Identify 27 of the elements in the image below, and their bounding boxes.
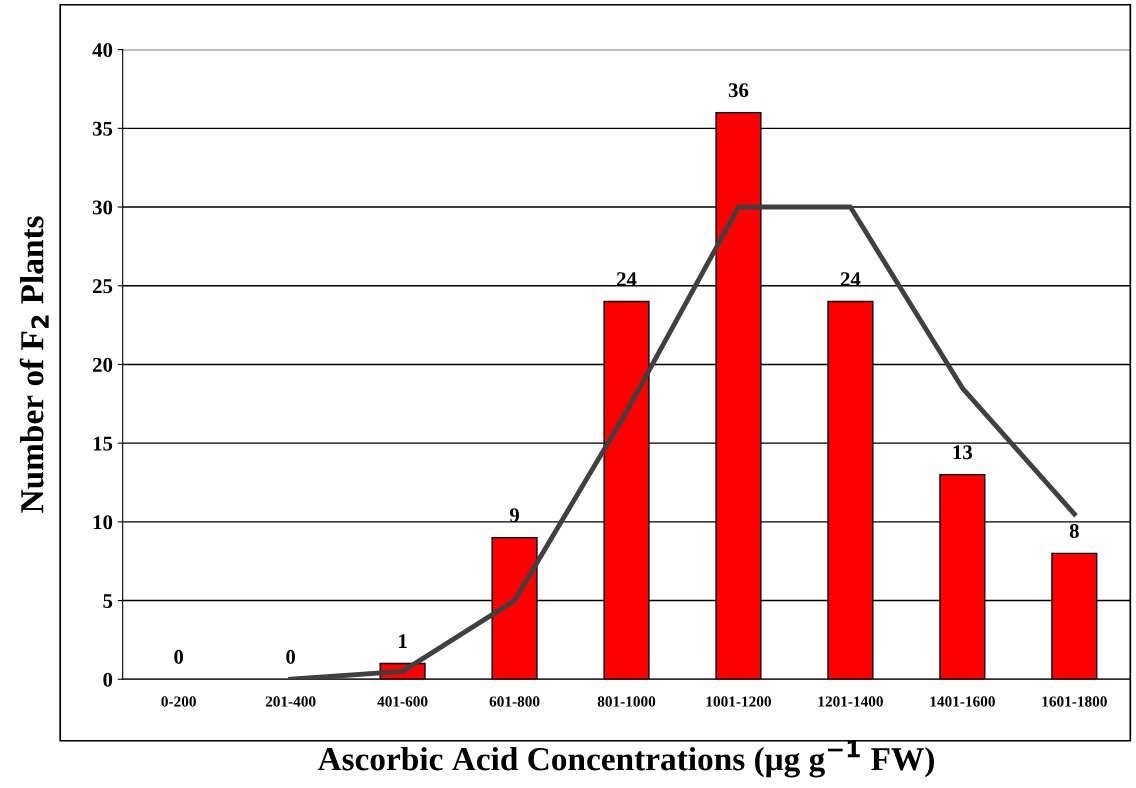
- x-tick-label: 401-600: [377, 696, 428, 707]
- y-tick-label: 10: [93, 515, 113, 530]
- x-tick-label: 0-200: [161, 696, 196, 707]
- data-label: 8: [1069, 523, 1079, 538]
- y-tick-label: 20: [93, 357, 113, 372]
- y-tick-label: 30: [92, 200, 113, 215]
- data-label: 0: [286, 649, 296, 664]
- y-tick-label: 0: [103, 672, 113, 687]
- y-axis-title: Number of F$_{2}$ Plants: [19, 216, 49, 513]
- data-label: 13: [953, 445, 973, 460]
- x-tick-label: 601-800: [489, 696, 540, 707]
- x-tick-label: 201-400: [265, 696, 316, 707]
- y-tick-label: 25: [93, 279, 113, 294]
- y-tick-label: 35: [92, 121, 113, 136]
- x-tick-label: 801-1000: [597, 696, 656, 707]
- x-tick-label: 1201-1400: [818, 696, 883, 707]
- x-axis-title: Ascorbic Acid Concentrations (μg g$^{−1}$ FW): [317, 740, 934, 778]
- x-tick-label: 1601-1800: [1042, 696, 1107, 707]
- data-label: 0: [174, 649, 184, 664]
- y-tick-label: 5: [103, 594, 113, 608]
- x-tick-label: 1401-1600: [930, 696, 995, 707]
- y-tick-label: 15: [93, 436, 113, 451]
- data-label: 1: [399, 634, 407, 648]
- y-tick-label: 40: [92, 43, 113, 58]
- x-tick-label: 1001-1200: [706, 696, 771, 707]
- data-label: 36: [728, 83, 749, 98]
- data-label: 9: [509, 508, 519, 523]
